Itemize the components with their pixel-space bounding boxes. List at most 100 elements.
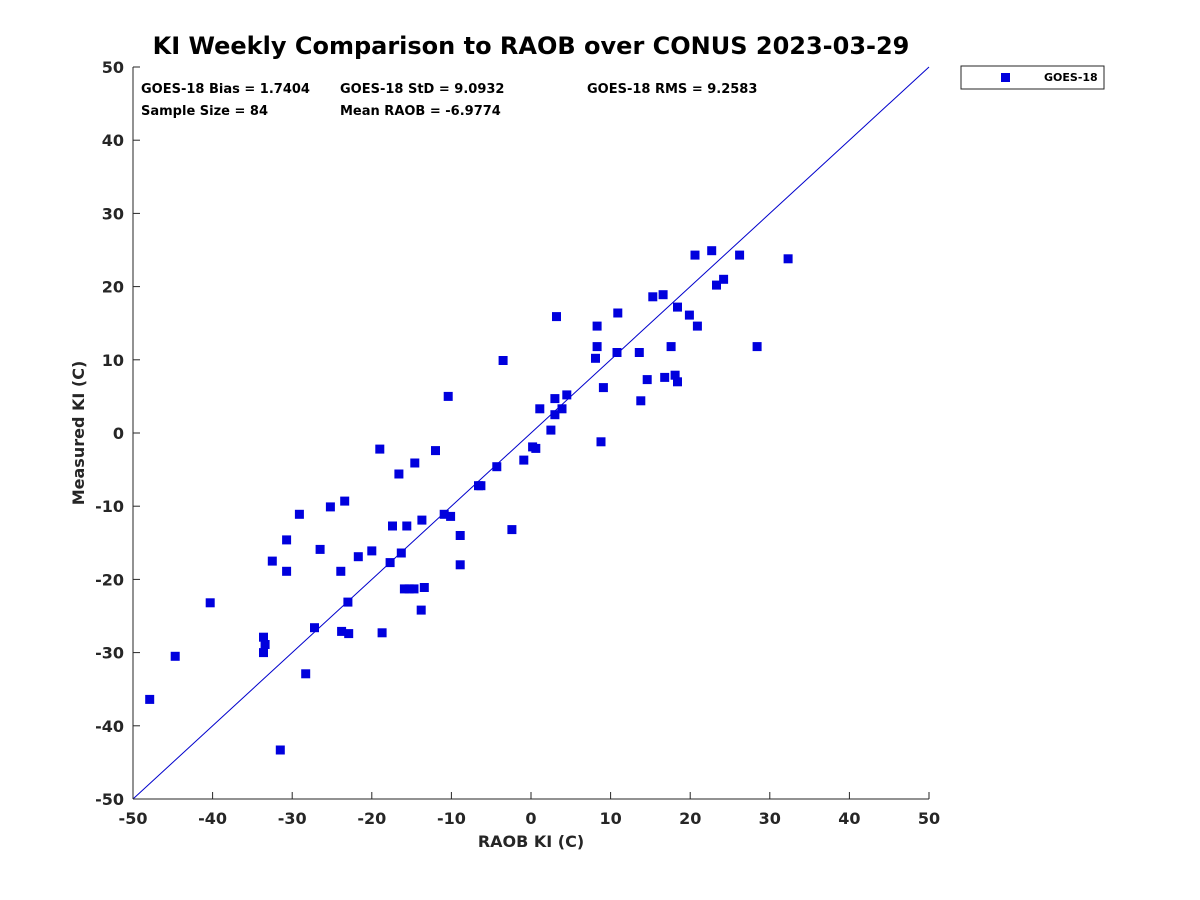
data-point-11 [301, 669, 311, 679]
data-point-79 [719, 274, 729, 284]
stat-rms: GOES-18 RMS = 9.2583 [587, 82, 757, 97]
data-point-37 [439, 509, 449, 519]
data-point-22 [375, 444, 385, 454]
x-tick-label: -40 [198, 809, 227, 828]
data-point-39 [446, 511, 456, 521]
x-tick-label: -10 [437, 809, 466, 828]
one-to-one-line [132, 66, 930, 800]
data-point-56 [562, 390, 572, 400]
x-tick-label: 30 [759, 809, 781, 828]
data-point-17 [340, 496, 350, 506]
legend: GOES-18 [960, 65, 1105, 90]
data-point-67 [648, 292, 658, 302]
data-point-9 [282, 566, 292, 576]
data-point-27 [396, 548, 406, 558]
data-point-44 [492, 462, 502, 472]
data-point-10 [294, 509, 304, 519]
y-tick-label: 20 [102, 278, 124, 297]
data-point-61 [598, 383, 608, 393]
y-tick-label: 0 [113, 424, 124, 443]
data-point-77 [707, 246, 717, 256]
y-tick-label: 50 [102, 58, 124, 77]
data-point-55 [557, 404, 567, 414]
data-point-45 [498, 356, 508, 365]
data-point-36 [431, 446, 440, 456]
data-point-32 [410, 458, 420, 468]
legend-marker-goes18 [1001, 73, 1010, 82]
data-point-38 [443, 391, 453, 401]
data-point-59 [592, 342, 602, 352]
data-point-40 [455, 531, 465, 540]
legend-label-goes18: GOES-18 [1044, 71, 1098, 84]
y-tick-label: -30 [95, 644, 124, 663]
data-point-68 [658, 290, 668, 300]
data-point-47 [519, 455, 529, 465]
data-point-82 [783, 254, 793, 264]
data-point-58 [592, 321, 602, 331]
y-tick-label: 40 [102, 131, 124, 150]
chart-title: KI Weekly Comparison to RAOB over CONUS … [153, 32, 910, 60]
data-point-57 [591, 353, 600, 363]
data-point-60 [596, 437, 606, 447]
data-point-12 [310, 623, 319, 633]
data-point-25 [388, 521, 397, 531]
data-point-50 [535, 404, 545, 414]
data-point-8 [282, 535, 292, 545]
data-point-0 [145, 694, 155, 704]
data-point-4 [260, 640, 270, 649]
data-point-2 [205, 598, 215, 608]
data-point-30 [404, 584, 414, 594]
stat-mean-raob: Mean RAOB = -6.9774 [340, 104, 501, 119]
data-point-26 [394, 469, 404, 479]
x-tick-label: 40 [838, 809, 860, 828]
data-points [145, 246, 793, 755]
data-point-70 [666, 342, 676, 352]
data-point-24 [385, 558, 395, 568]
data-point-14 [325, 502, 335, 512]
stat-sample-size: Sample Size = 84 [141, 104, 268, 119]
y-axis-label: Measured KI (C) [69, 361, 88, 506]
data-point-81 [752, 342, 762, 352]
data-point-52 [550, 410, 560, 420]
reference-line-layer [132, 66, 930, 800]
y-tick-label: -40 [95, 717, 124, 736]
y-tick-label: -10 [95, 497, 124, 516]
y-tick-label: -50 [95, 790, 124, 809]
y-axis-ticks: -50 -40 -30 -20 -10 0 10 20 30 40 50 [95, 58, 140, 809]
y-tick-label: 10 [102, 351, 124, 370]
data-point-35 [419, 583, 429, 592]
data-point-1 [170, 651, 180, 661]
data-point-23 [377, 628, 387, 638]
data-point-74 [684, 310, 694, 320]
data-point-69 [660, 372, 670, 382]
data-point-43 [476, 481, 486, 491]
x-tick-label: -50 [119, 809, 148, 828]
x-tick-label: 0 [525, 809, 536, 828]
data-point-6 [267, 556, 277, 566]
data-point-33 [416, 605, 426, 615]
data-point-64 [634, 348, 644, 357]
y-tick-label: -20 [95, 570, 124, 589]
data-point-5 [259, 648, 268, 658]
x-tick-label: 50 [918, 809, 940, 828]
data-point-29 [402, 521, 412, 531]
x-axis-label: RAOB KI (C) [478, 832, 584, 851]
data-point-28 [399, 584, 409, 594]
data-point-20 [353, 552, 363, 562]
data-point-73 [673, 377, 682, 387]
x-tick-label: 10 [599, 809, 621, 828]
x-tick-label: 20 [679, 809, 701, 828]
data-point-19 [344, 629, 354, 639]
y-tick-label: 30 [102, 204, 124, 223]
data-point-51 [546, 425, 556, 435]
data-point-75 [690, 250, 700, 260]
data-point-71 [670, 370, 680, 380]
stat-std: GOES-18 StD = 9.0932 [340, 82, 504, 97]
data-point-3 [259, 632, 268, 642]
data-point-62 [612, 348, 622, 357]
data-point-66 [642, 375, 652, 385]
data-point-13 [315, 544, 325, 554]
data-point-54 [552, 312, 561, 322]
data-point-49 [531, 443, 541, 453]
